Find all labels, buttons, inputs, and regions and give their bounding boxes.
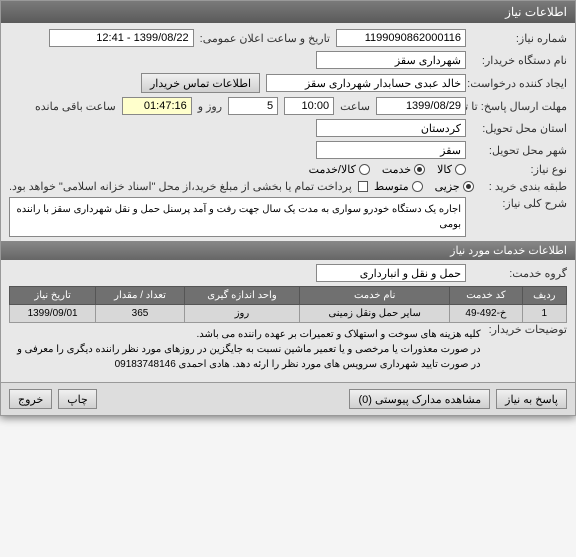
radio-medium: [412, 181, 423, 192]
radio-small-label: جزیی: [435, 180, 460, 193]
titlebar: اطلاعات نیاز: [1, 1, 575, 23]
remaining-time-field: 01:47:16: [122, 97, 192, 115]
radio-goods-service: [359, 164, 370, 175]
cell-unit: روز: [184, 305, 299, 323]
row-buyer-org: نام دستگاه خریدار: شهرداری سقز: [9, 51, 567, 69]
radio-goods: [455, 164, 466, 175]
table-row: 1 خ-492-49 سایر حمل ونقل زمینی روز 365 1…: [10, 305, 567, 323]
cell-row: 1: [522, 305, 566, 323]
time-label: ساعت: [340, 100, 370, 113]
row-creator: ایجاد کننده درخواست: خالد عبدی حسابدار ش…: [9, 73, 567, 93]
group-label: گروه خدمت:: [472, 267, 567, 280]
city-label: شهر محل تحویل:: [472, 144, 567, 157]
city-field: سقز: [316, 141, 466, 159]
radio-service-item[interactable]: خدمت: [382, 163, 425, 176]
day-label: روز و: [198, 100, 222, 113]
creator-field: خالد عبدی حسابدار شهرداری سقز: [266, 74, 466, 92]
col-code: کد خدمت: [450, 287, 522, 305]
deadline-date-field: 1399/08/29: [376, 97, 466, 115]
col-date: تاریخ نیاز: [10, 287, 96, 305]
row-buyer-notes: توضیحات خریدار: کلیه هزینه های سوخت و اس…: [9, 323, 567, 376]
print-button[interactable]: چاپ: [58, 389, 97, 409]
col-qty: تعداد / مقدار: [96, 287, 185, 305]
row-deadline: مهلت ارسال پاسخ: تا تاریخ: 1399/08/29 سا…: [9, 97, 567, 115]
info-window: اطلاعات نیاز شماره نیاز: 119909086200011…: [0, 0, 576, 416]
attachments-button[interactable]: مشاهده مدارک پیوستی (0): [349, 389, 490, 409]
radio-medium-label: متوسط: [374, 180, 409, 193]
province-field: کردستان: [316, 119, 466, 137]
footer: پاسخ به نیاز مشاهده مدارک پیوستی (0) چاپ…: [1, 382, 575, 415]
payment-checkbox[interactable]: [358, 181, 368, 192]
row-service-group: گروه خدمت: حمل و نقل و انبارداری: [9, 264, 567, 282]
table-header-row: ردیف کد خدمت نام خدمت واحد اندازه گیری ت…: [10, 287, 567, 305]
services-table: ردیف کد خدمت نام خدمت واحد اندازه گیری ت…: [9, 286, 567, 323]
group-field: حمل و نقل و انبارداری: [316, 264, 466, 282]
payment-note: پرداخت تمام یا بخشی از مبلغ خرید،از محل …: [9, 180, 352, 193]
row-province: استان محل تحویل: کردستان: [9, 119, 567, 137]
cell-date: 1399/09/01: [10, 305, 96, 323]
radio-medium-item[interactable]: متوسط: [374, 180, 423, 193]
row-need-number: شماره نیاز: 1199090862000116 تاریخ و ساع…: [9, 29, 567, 47]
need-number-label: شماره نیاز:: [472, 32, 567, 45]
radio-service: [414, 164, 425, 175]
window-title: اطلاعات نیاز: [505, 5, 567, 19]
deadline-label: مهلت ارسال پاسخ: تا تاریخ:: [472, 100, 567, 113]
radio-small-item[interactable]: جزیی: [435, 180, 474, 193]
purchase-class-radios: جزیی متوسط: [374, 180, 474, 193]
radio-service-label: خدمت: [382, 163, 411, 176]
province-label: استان محل تحویل:: [472, 122, 567, 135]
cell-qty: 365: [96, 305, 185, 323]
announce-field: 1399/08/22 - 12:41: [49, 29, 194, 47]
buyer-notes-text: کلیه هزینه های سوخت و استهلاک و تعمیرات …: [9, 323, 481, 376]
cell-code: خ-492-49: [450, 305, 522, 323]
col-name: نام خدمت: [300, 287, 450, 305]
reply-button[interactable]: پاسخ به نیاز: [496, 389, 567, 409]
desc-box: اجاره یک دستگاه خودرو سواری به مدت یک سا…: [9, 197, 466, 237]
radio-goods-service-item[interactable]: کالا/خدمت: [309, 163, 370, 176]
radio-goods-service-label: کالا/خدمت: [309, 163, 356, 176]
radio-goods-item[interactable]: کالا: [437, 163, 466, 176]
deadline-time-field: 10:00: [284, 97, 334, 115]
need-type-label: نوع نیاز:: [472, 163, 567, 176]
services-section-header: اطلاعات خدمات مورد نیاز: [1, 241, 575, 260]
row-purchase-class: طبقه بندی خرید : جزیی متوسط پرداخت تمام …: [9, 180, 567, 193]
purchase-class-label: طبقه بندی خرید :: [480, 180, 567, 193]
day-count-field: 5: [228, 97, 278, 115]
radio-small: [463, 181, 474, 192]
creator-label: ایجاد کننده درخواست:: [472, 77, 567, 90]
desc-label: شرح کلی نیاز:: [472, 197, 567, 210]
need-type-radios: کالا خدمت کالا/خدمت: [309, 163, 466, 176]
need-number-field: 1199090862000116: [336, 29, 466, 47]
buyer-notes-label: توضیحات خریدار:: [489, 323, 567, 336]
main-content: شماره نیاز: 1199090862000116 تاریخ و ساع…: [1, 23, 575, 382]
announce-label: تاریخ و ساعت اعلان عمومی:: [200, 32, 330, 45]
buyer-org-field: شهرداری سقز: [316, 51, 466, 69]
contact-buyer-button[interactable]: اطلاعات تماس خریدار: [141, 73, 260, 93]
remaining-label: ساعت باقی مانده: [35, 100, 116, 113]
col-unit: واحد اندازه گیری: [184, 287, 299, 305]
cell-name: سایر حمل ونقل زمینی: [300, 305, 450, 323]
radio-goods-label: کالا: [437, 163, 452, 176]
buyer-org-label: نام دستگاه خریدار:: [472, 54, 567, 67]
col-row: ردیف: [522, 287, 566, 305]
row-desc: شرح کلی نیاز: اجاره یک دستگاه خودرو سوار…: [9, 197, 567, 237]
exit-button[interactable]: خروج: [9, 389, 52, 409]
row-need-type: نوع نیاز: کالا خدمت کالا/خدمت: [9, 163, 567, 176]
row-city: شهر محل تحویل: سقز: [9, 141, 567, 159]
